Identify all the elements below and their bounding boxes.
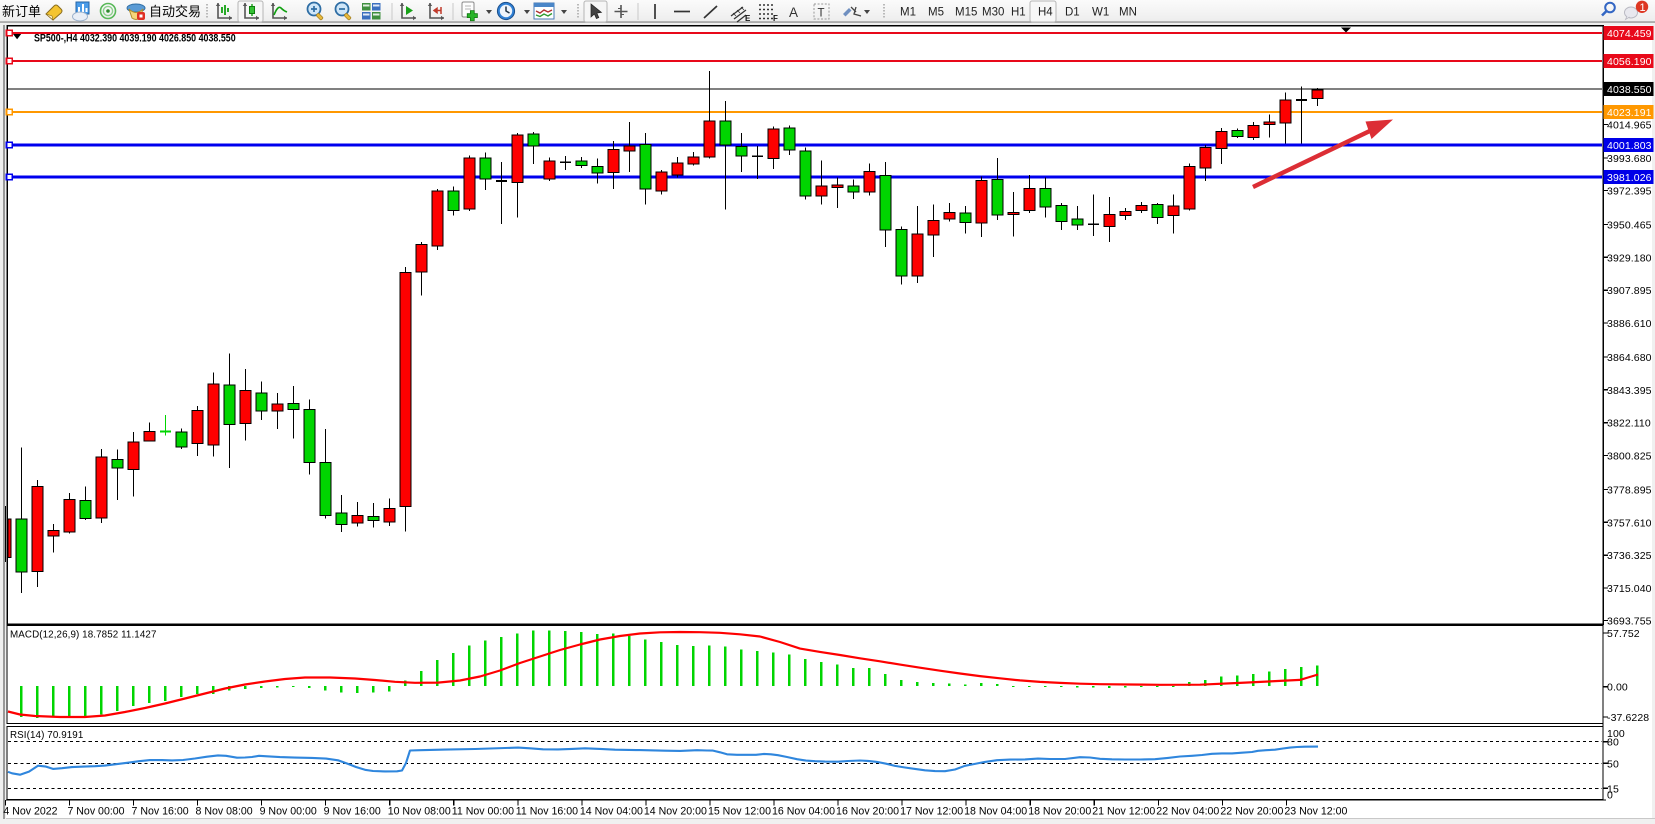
svg-text:18 Nov 20:00: 18 Nov 20:00	[1028, 806, 1091, 818]
svg-text:4038.550: 4038.550	[1607, 84, 1652, 96]
svg-text:3715.040: 3715.040	[1607, 583, 1652, 595]
svg-text:4023.191: 4023.191	[1607, 107, 1652, 119]
svg-text:4 Nov 2022: 4 Nov 2022	[3, 806, 57, 818]
svg-text:3907.895: 3907.895	[1607, 285, 1652, 297]
svg-text:A: A	[789, 5, 798, 20]
svg-text:7 Nov 16:00: 7 Nov 16:00	[132, 806, 189, 818]
svg-text:3693.755: 3693.755	[1607, 615, 1652, 627]
svg-text:4056.190: 4056.190	[1607, 56, 1652, 68]
svg-text:16 Nov 20:00: 16 Nov 20:00	[836, 806, 899, 818]
svg-text:-37.6228: -37.6228	[1607, 712, 1649, 724]
svg-text:4001.803: 4001.803	[1607, 140, 1652, 152]
svg-text:0: 0	[1607, 790, 1613, 802]
svg-text:3822.110: 3822.110	[1607, 418, 1651, 430]
svg-text:14 Nov 20:00: 14 Nov 20:00	[644, 806, 707, 818]
svg-text:22 Nov 04:00: 22 Nov 04:00	[1156, 806, 1219, 818]
svg-text:MACD(12,26,9) 18.7852 11.1427: MACD(12,26,9) 18.7852 11.1427	[10, 630, 157, 641]
svg-text:22 Nov 20:00: 22 Nov 20:00	[1220, 806, 1283, 818]
svg-text:3778.895: 3778.895	[1607, 484, 1652, 496]
svg-text:新订单: 新订单	[2, 4, 41, 19]
svg-text:80: 80	[1607, 737, 1619, 749]
svg-text:SP500-,H4 4032.390 4039.190 4: SP500-,H4 4032.390 4039.190 4026.850 403…	[34, 32, 236, 44]
svg-text:M30: M30	[982, 7, 1004, 19]
svg-text:3981.026: 3981.026	[1607, 172, 1652, 184]
svg-text:3864.680: 3864.680	[1607, 352, 1652, 364]
svg-text:8 Nov 08:00: 8 Nov 08:00	[196, 806, 253, 818]
svg-text:9 Nov 16:00: 9 Nov 16:00	[324, 806, 381, 818]
svg-text:21 Nov 12:00: 21 Nov 12:00	[1092, 806, 1155, 818]
svg-text:M1: M1	[900, 7, 916, 19]
svg-text:3972.395: 3972.395	[1607, 186, 1652, 198]
svg-text:0.00: 0.00	[1607, 682, 1628, 694]
svg-text:14 Nov 04:00: 14 Nov 04:00	[580, 806, 643, 818]
svg-text:F: F	[773, 14, 778, 23]
svg-text:H1: H1	[1011, 7, 1026, 19]
svg-text:16 Nov 04:00: 16 Nov 04:00	[772, 806, 835, 818]
svg-text:3757.610: 3757.610	[1607, 517, 1652, 529]
svg-text:RSI(14) 70.9191: RSI(14) 70.9191	[10, 730, 83, 741]
svg-text:T: T	[818, 8, 825, 20]
svg-text:3736.325: 3736.325	[1607, 550, 1652, 562]
svg-text:15 Nov 12:00: 15 Nov 12:00	[708, 806, 771, 818]
svg-text:W1: W1	[1092, 7, 1109, 19]
svg-text:3950.465: 3950.465	[1607, 219, 1652, 231]
svg-text:4014.965: 4014.965	[1607, 120, 1652, 132]
svg-text:7 Nov 00:00: 7 Nov 00:00	[67, 806, 124, 818]
svg-text:1: 1	[1640, 2, 1646, 14]
svg-text:3886.610: 3886.610	[1607, 318, 1652, 330]
svg-text:4074.459: 4074.459	[1607, 28, 1652, 40]
svg-text:D1: D1	[1065, 7, 1080, 19]
svg-text:9 Nov 00:00: 9 Nov 00:00	[260, 806, 317, 818]
svg-text:100: 100	[1607, 728, 1625, 740]
svg-text:11 Nov 00:00: 11 Nov 00:00	[452, 806, 514, 818]
svg-text:M5: M5	[928, 7, 944, 19]
svg-text:15: 15	[1607, 783, 1619, 795]
svg-text:3800.825: 3800.825	[1607, 451, 1652, 463]
svg-text:MN: MN	[1119, 7, 1137, 19]
svg-text:18 Nov 04:00: 18 Nov 04:00	[964, 806, 1027, 818]
svg-text:3993.680: 3993.680	[1607, 153, 1652, 165]
svg-text:E: E	[745, 14, 751, 23]
svg-text:H4: H4	[1038, 7, 1053, 19]
svg-text:3843.395: 3843.395	[1607, 385, 1652, 397]
svg-text:57.752: 57.752	[1607, 628, 1640, 640]
svg-text:10 Nov 08:00: 10 Nov 08:00	[388, 806, 451, 818]
svg-text:11 Nov 16:00: 11 Nov 16:00	[516, 806, 578, 818]
svg-text:17 Nov 12:00: 17 Nov 12:00	[900, 806, 963, 818]
svg-text:23 Nov 12:00: 23 Nov 12:00	[1284, 806, 1347, 818]
svg-text:自动交易: 自动交易	[149, 4, 201, 19]
svg-text:3929.180: 3929.180	[1607, 252, 1652, 264]
svg-text:M15: M15	[955, 7, 977, 19]
svg-text:50: 50	[1607, 758, 1619, 770]
